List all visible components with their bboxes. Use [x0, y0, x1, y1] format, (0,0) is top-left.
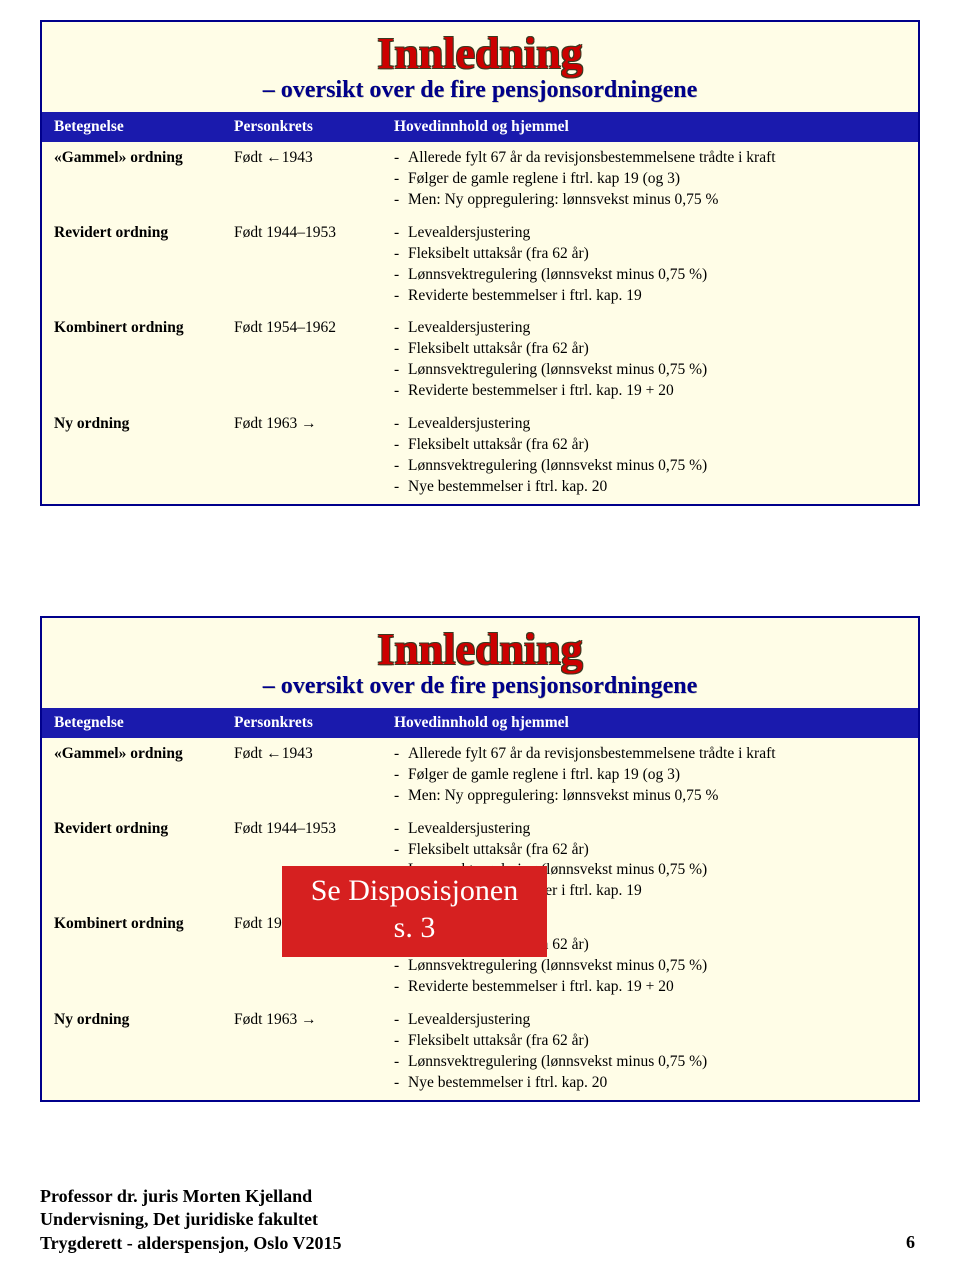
cell-persons: Født 1963 →: [222, 1004, 382, 1100]
page-footer: Professor dr. juris Morten Kjelland Unde…: [40, 1185, 342, 1255]
cell-name: Revidert ordning: [42, 813, 222, 909]
cell-persons: Født 1963 →: [222, 408, 382, 504]
cell-items: Levealdersjustering Fleksibelt uttaksår …: [382, 217, 918, 313]
th-hovedinnhold: Hovedinnhold og hjemmel: [382, 708, 918, 738]
cell-items: Allerede fylt 67 år da revisjonsbestemme…: [382, 738, 918, 813]
table-row: Kombinert ordning Født 1954–1962 Leveald…: [42, 312, 918, 408]
list-item: Men: Ny oppregulering: lønnsvekst minus …: [394, 190, 908, 211]
overlay-line1: Se Disposisjonen: [292, 872, 537, 910]
list-item: Lønnsvektregulering (lønnsvekst minus 0,…: [394, 956, 908, 977]
list-item: Fleksibelt uttaksår (fra 62 år): [394, 339, 908, 360]
list-item: Reviderte bestemmelser i ftrl. kap. 19 +…: [394, 381, 908, 402]
cell-persons: Født 1954–1962: [222, 312, 382, 408]
list-item: Fleksibelt uttaksår (fra 62 år): [394, 244, 908, 265]
cell-name: Ny ordning: [42, 1004, 222, 1100]
table-row: «Gammel» ordning Født ←1943 Allerede fyl…: [42, 142, 918, 217]
cell-items: Levealdersjustering Fleksibelt uttaksår …: [382, 1004, 918, 1100]
list-item: Levealdersjustering: [394, 414, 908, 435]
slide-title: Innledning – oversikt over de fire pensj…: [42, 618, 918, 708]
list-item: Levealdersjustering: [394, 223, 908, 244]
list-item: Reviderte bestemmelser i ftrl. kap. 19 +…: [394, 977, 908, 998]
cell-name: Revidert ordning: [42, 217, 222, 313]
list-item: Fleksibelt uttaksår (fra 62 år): [394, 840, 908, 861]
th-personkrets: Personkrets: [222, 708, 382, 738]
cell-name: «Gammel» ordning: [42, 142, 222, 217]
list-item: Allerede fylt 67 år da revisjonsbestemme…: [394, 148, 908, 169]
footer-line: Undervisning, Det juridiske fakultet: [40, 1208, 342, 1231]
cell-items: Levealdersjustering Fleksibelt uttaksår …: [382, 408, 918, 504]
slide-title: Innledning – oversikt over de fire pensj…: [42, 22, 918, 112]
slide-1: Innledning – oversikt over de fire pensj…: [40, 20, 920, 506]
list-item: Men: Ny oppregulering: lønnsvekst minus …: [394, 786, 908, 807]
title-sub: – oversikt over de fire pensjonsordninge…: [42, 674, 918, 698]
cell-persons: Født ←1943: [222, 738, 382, 813]
list-item: Levealdersjustering: [394, 1010, 908, 1031]
list-item: Allerede fylt 67 år da revisjonsbestemme…: [394, 744, 908, 765]
list-item: Reviderte bestemmelser i ftrl. kap. 19: [394, 286, 908, 307]
title-sub: – oversikt over de fire pensjonsordninge…: [42, 78, 918, 102]
overlay-line2: s. 3: [292, 909, 537, 947]
list-item: Lønnsvektregulering (lønnsvekst minus 0,…: [394, 456, 908, 477]
list-item: Nye bestemmelser i ftrl. kap. 20: [394, 1073, 908, 1094]
list-item: Levealdersjustering: [394, 318, 908, 339]
footer-line: Professor dr. juris Morten Kjelland: [40, 1185, 342, 1208]
list-item: Lønnsvektregulering (lønnsvekst minus 0,…: [394, 1052, 908, 1073]
table-header-row: Betegnelse Personkrets Hovedinnhold og h…: [42, 112, 918, 142]
th-hovedinnhold: Hovedinnhold og hjemmel: [382, 112, 918, 142]
cell-items: Levealdersjustering Fleksibelt uttaksår …: [382, 312, 918, 408]
footer-line: Trygderett - alderspensjon, Oslo V2015: [40, 1232, 342, 1255]
cell-persons: Født ←1943: [222, 142, 382, 217]
list-item: Nye bestemmelser i ftrl. kap. 20: [394, 477, 908, 498]
table-row: Revidert ordning Født 1944–1953 Levealde…: [42, 217, 918, 313]
pension-table: Betegnelse Personkrets Hovedinnhold og h…: [42, 112, 918, 504]
cell-items: Allerede fylt 67 år da revisjonsbestemme…: [382, 142, 918, 217]
title-main: Innledning: [42, 32, 918, 76]
table-row: Ny ordning Født 1963 → Levealdersjusteri…: [42, 408, 918, 504]
title-main: Innledning: [42, 628, 918, 672]
list-item: Følger de gamle reglene i ftrl. kap 19 (…: [394, 765, 908, 786]
overlay-callout: Se Disposisjonen s. 3: [282, 866, 547, 957]
list-item: Fleksibelt uttaksår (fra 62 år): [394, 435, 908, 456]
th-betegnelse: Betegnelse: [42, 112, 222, 142]
table-header-row: Betegnelse Personkrets Hovedinnhold og h…: [42, 708, 918, 738]
cell-name: Kombinert ordning: [42, 312, 222, 408]
list-item: Lønnsvektregulering (lønnsvekst minus 0,…: [394, 265, 908, 286]
list-item: Fleksibelt uttaksår (fra 62 år): [394, 1031, 908, 1052]
cell-name: Kombinert ordning: [42, 908, 222, 1004]
table-row: «Gammel» ordning Født ←1943 Allerede fyl…: [42, 738, 918, 813]
cell-name: Ny ordning: [42, 408, 222, 504]
list-item: Lønnsvektregulering (lønnsvekst minus 0,…: [394, 360, 908, 381]
cell-persons: Født 1944–1953: [222, 217, 382, 313]
table-row: Ny ordning Født 1963 → Levealdersjusteri…: [42, 1004, 918, 1100]
slide-2: Innledning – oversikt over de fire pensj…: [40, 616, 920, 1102]
list-item: Følger de gamle reglene i ftrl. kap 19 (…: [394, 169, 908, 190]
list-item: Levealdersjustering: [394, 819, 908, 840]
th-personkrets: Personkrets: [222, 112, 382, 142]
page-number: 6: [906, 1232, 915, 1253]
th-betegnelse: Betegnelse: [42, 708, 222, 738]
cell-name: «Gammel» ordning: [42, 738, 222, 813]
